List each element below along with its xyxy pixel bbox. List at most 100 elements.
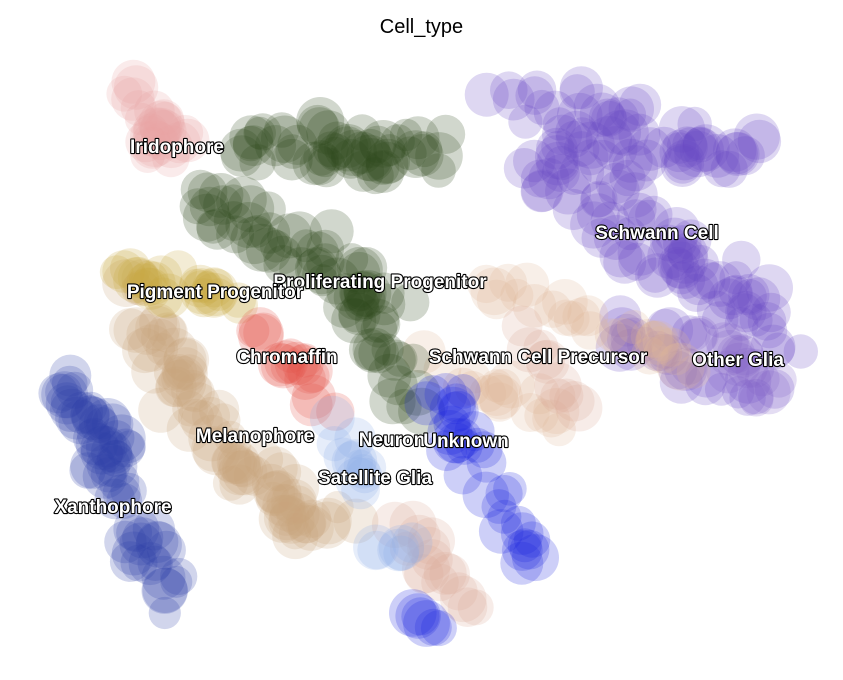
point [462, 471, 509, 518]
point [542, 114, 583, 155]
point [396, 116, 440, 160]
point [216, 440, 261, 485]
point [660, 248, 700, 289]
point [119, 522, 163, 566]
point [264, 112, 300, 148]
point [447, 587, 488, 627]
point [198, 389, 240, 431]
point [121, 259, 161, 299]
point [69, 452, 106, 489]
point [350, 138, 394, 182]
point [98, 420, 135, 456]
point [421, 563, 459, 602]
point [138, 387, 184, 433]
cluster-label-xanthophore: Xanthophore [54, 497, 171, 518]
point [316, 392, 355, 431]
point [309, 395, 355, 441]
point [153, 354, 190, 391]
point [345, 454, 381, 489]
point [609, 159, 646, 197]
point [202, 278, 235, 312]
point [129, 267, 172, 310]
point [594, 318, 628, 352]
point [521, 169, 564, 212]
point [94, 445, 138, 488]
point [130, 115, 171, 156]
cluster-iridophore [106, 59, 210, 178]
point [106, 483, 143, 519]
point [129, 260, 169, 301]
point [578, 139, 625, 186]
point [111, 77, 155, 121]
point [113, 430, 146, 464]
point [321, 491, 354, 524]
point [179, 268, 214, 303]
point [635, 320, 673, 358]
point [500, 278, 534, 312]
point [542, 412, 576, 447]
cluster-label-unknown: Unknown [423, 431, 509, 452]
point [45, 382, 88, 425]
point [389, 500, 437, 548]
point [313, 257, 361, 305]
point [541, 130, 575, 164]
point [274, 341, 319, 386]
point [636, 320, 674, 359]
point [269, 501, 304, 536]
point [275, 134, 310, 169]
point [610, 317, 655, 362]
point [493, 472, 527, 506]
point [120, 90, 157, 126]
point [532, 399, 571, 438]
point [684, 258, 726, 300]
point [664, 139, 705, 181]
point [728, 274, 770, 316]
point [680, 317, 718, 355]
point [710, 150, 748, 188]
point [264, 340, 309, 385]
point [470, 267, 519, 316]
point [658, 350, 698, 390]
point [140, 255, 183, 298]
cluster-schwann-cell [464, 66, 818, 416]
point [98, 414, 146, 463]
point [353, 336, 391, 373]
point [220, 135, 263, 177]
point [148, 101, 182, 135]
point [718, 274, 753, 309]
point [161, 354, 198, 390]
point [484, 368, 522, 406]
point [618, 242, 657, 281]
point [421, 153, 456, 188]
point [722, 376, 755, 409]
point [520, 159, 559, 198]
point [708, 278, 750, 320]
point [617, 230, 664, 276]
point [263, 245, 303, 285]
point [316, 426, 352, 462]
point [680, 315, 719, 355]
point [512, 284, 557, 328]
point [398, 387, 446, 435]
point [469, 375, 507, 413]
point [163, 337, 210, 383]
point [716, 334, 756, 374]
cluster-pigment-progenitor [99, 248, 258, 324]
point [751, 312, 788, 349]
point [296, 97, 345, 145]
point [415, 132, 463, 180]
point [337, 246, 383, 293]
point [238, 307, 282, 350]
point [139, 107, 183, 151]
point [191, 272, 237, 318]
point [149, 125, 193, 169]
point [662, 237, 709, 284]
point [243, 116, 276, 150]
point [141, 122, 180, 161]
point [523, 329, 559, 365]
point [258, 495, 307, 543]
point [549, 378, 584, 413]
point [602, 109, 649, 156]
cluster-label-neuron: Neuron [359, 430, 426, 451]
point [294, 248, 337, 290]
